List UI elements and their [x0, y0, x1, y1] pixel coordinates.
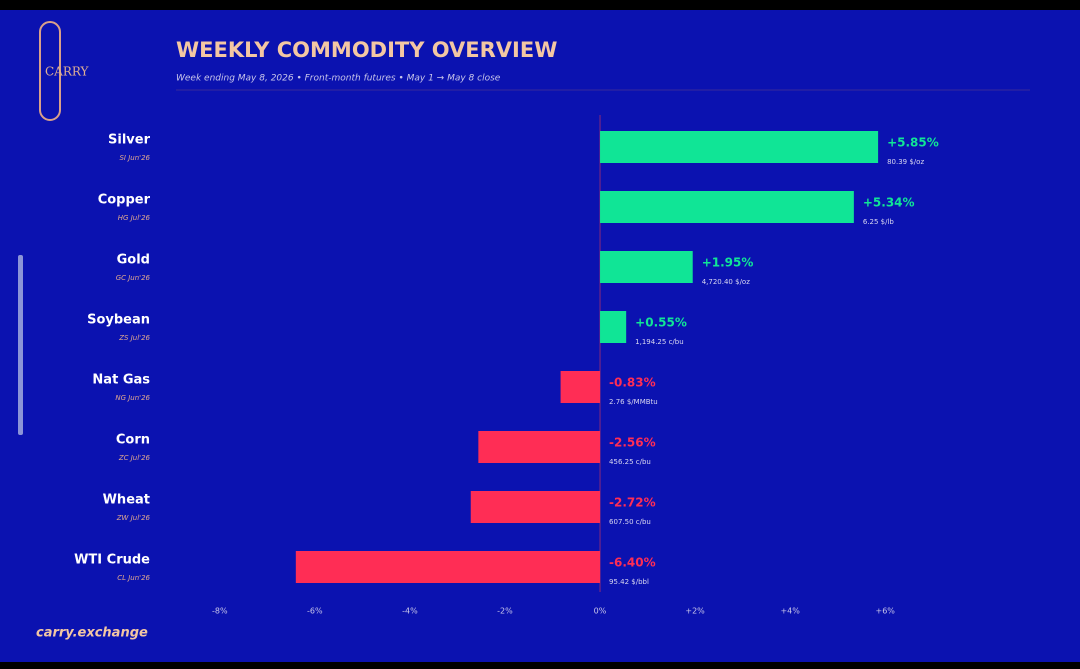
value-label: +5.85%: [887, 136, 939, 150]
contract-label: SI Jun'26: [119, 154, 150, 162]
contract-label: NG Jun'26: [115, 394, 150, 402]
x-tick-label: -2%: [497, 607, 513, 616]
category-label: Nat Gas: [92, 373, 150, 388]
bar: [478, 431, 601, 463]
category-label: WTI Crude: [74, 553, 150, 568]
bar: [600, 131, 879, 163]
value-label: -2.72%: [609, 496, 656, 510]
price-label: 456.25 c/bu: [609, 458, 651, 466]
logo-frame: [39, 21, 61, 121]
x-tick-label: 0%: [594, 607, 607, 616]
category-label: Corn: [116, 433, 150, 448]
category-label: Wheat: [103, 493, 150, 508]
x-tick-label: -8%: [212, 607, 228, 616]
subtitle: Week ending May 8, 2026 • Front-month fu…: [176, 74, 501, 84]
category-label: Copper: [98, 193, 151, 208]
contract-label: CL Jun'26: [117, 574, 150, 582]
price-label: 4,720.40 $/oz: [702, 278, 750, 286]
category-label: Gold: [117, 253, 150, 268]
logo: CARRY: [45, 65, 90, 79]
bar: [470, 491, 601, 523]
price-label: 1,194.25 c/bu: [635, 338, 683, 346]
x-tick-label: -4%: [402, 607, 418, 616]
contract-label: HG Jul'26: [118, 214, 151, 222]
value-label: -2.56%: [609, 436, 656, 450]
contract-label: ZC Jul'26: [118, 454, 151, 462]
category-label: Soybean: [87, 313, 150, 328]
x-tick-label: +6%: [876, 607, 896, 616]
price-label: 95.42 $/bbl: [609, 578, 649, 586]
value-label: +5.34%: [863, 196, 915, 210]
contract-label: GC Jun'26: [116, 274, 151, 282]
scrollbar: [18, 255, 23, 435]
bar: [600, 191, 854, 223]
x-tick-label: +2%: [685, 607, 705, 616]
value-label: -6.40%: [609, 556, 656, 570]
bar: [600, 311, 627, 343]
price-label: 2.76 $/MMBtu: [609, 398, 658, 406]
price-label: 607.50 c/bu: [609, 518, 651, 526]
value-label: +1.95%: [702, 256, 754, 270]
category-label: Silver: [108, 133, 151, 148]
value-label: +0.55%: [635, 316, 687, 330]
contract-label: ZS Jul'26: [118, 334, 150, 342]
price-label: 80.39 $/oz: [887, 158, 924, 166]
bar: [295, 551, 601, 583]
chart-title: WEEKLY COMMODITY OVERVIEW: [176, 38, 557, 62]
x-tick-label: +4%: [780, 607, 800, 616]
bar: [560, 371, 601, 403]
bar: [600, 251, 693, 283]
price-label: 6.25 $/lb: [863, 218, 895, 226]
x-tick-label: -6%: [307, 607, 323, 616]
footer: carry.exchange: [36, 626, 148, 641]
contract-label: ZW Jul'26: [116, 514, 151, 522]
value-label: -0.83%: [609, 376, 656, 390]
